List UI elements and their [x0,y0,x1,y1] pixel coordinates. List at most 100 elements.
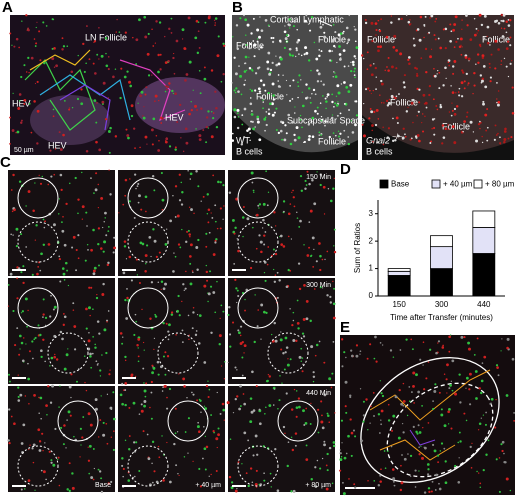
cell-dot [374,335,377,339]
cell-dot [168,480,172,484]
cell-dot [387,127,391,130]
cell-dot [234,366,237,369]
cell-dot [287,235,290,238]
cell-dot [430,490,433,493]
cell-dot [75,249,78,252]
cell-dot [292,79,295,82]
cell-dot [482,65,486,68]
cell-dot [150,255,152,258]
cell-dot [334,72,336,74]
cell-dot [249,97,252,99]
cell-dot [335,95,338,97]
depth-label: Base [95,482,111,489]
cell-dot [137,355,140,358]
cell-dot [304,421,308,425]
cell-dot [407,20,411,24]
cell-dot [62,45,66,48]
cell-dot [61,48,64,51]
cell-dot [27,27,30,30]
cell-dot [38,449,42,452]
cell-dot [161,209,164,211]
cell-dot [179,246,182,249]
cell-dot [478,422,482,426]
cell-dot [400,402,403,406]
cell-dot [384,69,386,72]
cell-dot [42,449,44,452]
cell-dot [419,358,422,361]
cell-dot [481,77,485,81]
cell-dot [316,69,319,72]
cell-dot [92,269,96,273]
cell-dot [102,421,105,424]
cell-dot [463,120,466,123]
cell-dot [339,469,342,472]
cell-dot [511,86,514,89]
cell-dot [473,84,476,87]
cell-dot [410,475,412,478]
cell-dot [205,232,208,235]
cell-dot [18,93,22,96]
cell-dot [326,250,329,253]
cell-dot [500,20,503,22]
cell-dot [164,35,166,38]
cell-dot [172,195,174,197]
cell-dot [451,125,455,129]
cell-dot [226,401,230,405]
cell-dot [285,285,289,289]
cell-dot [333,71,335,73]
cell-dot [361,54,364,57]
cell-dot [506,337,510,341]
cell-dot [338,38,341,41]
cell-dot [204,435,207,438]
cell-dot [80,444,82,446]
cell-dot [278,279,281,282]
cell-dot [308,182,311,186]
cell-dot [400,464,402,467]
cell-dot [256,40,259,43]
depth-label: + 80 µm [305,482,331,489]
cell-dot [15,131,17,134]
cell-dot [402,404,405,407]
cell-dot [42,313,45,316]
cell-dot [499,136,501,139]
cell-dot [267,373,270,376]
cell-dot [155,135,158,137]
cell-dot [87,459,91,462]
cell-dot [275,129,278,132]
cell-dot [377,118,380,120]
cell-dot [9,380,11,383]
cell-dot [433,67,435,70]
cell-dot [241,114,244,116]
cell-dot [308,134,311,138]
cell-dot [383,450,386,452]
cell-dot [301,370,304,373]
cell-dot [283,210,285,213]
cell-dot [206,213,209,215]
cell-dot [405,338,408,341]
cell-dot [403,74,406,77]
cell-dot [81,171,83,174]
cell-dot [258,48,261,51]
cell-dot [70,70,74,74]
cell-dot [496,101,498,104]
cell-dot [178,199,182,202]
cell-dot [461,28,463,31]
cell-dot [291,18,294,21]
cell-dot [274,274,277,276]
cell-dot [128,255,132,259]
cell-dot [24,488,26,490]
cell-dot [98,58,100,60]
cell-dot [161,435,163,437]
cell-dot [433,118,436,120]
cell-dot [504,461,507,464]
cell-dot [289,54,292,57]
cell-dot [77,234,80,237]
cell-dot [11,210,14,213]
cell-dot [498,457,501,459]
cell-dot [446,363,449,367]
cell-dot [465,115,468,118]
cell-dot [134,173,137,176]
cell-dot [430,14,434,18]
cell-dot [489,80,492,83]
cell-dot [23,337,25,339]
